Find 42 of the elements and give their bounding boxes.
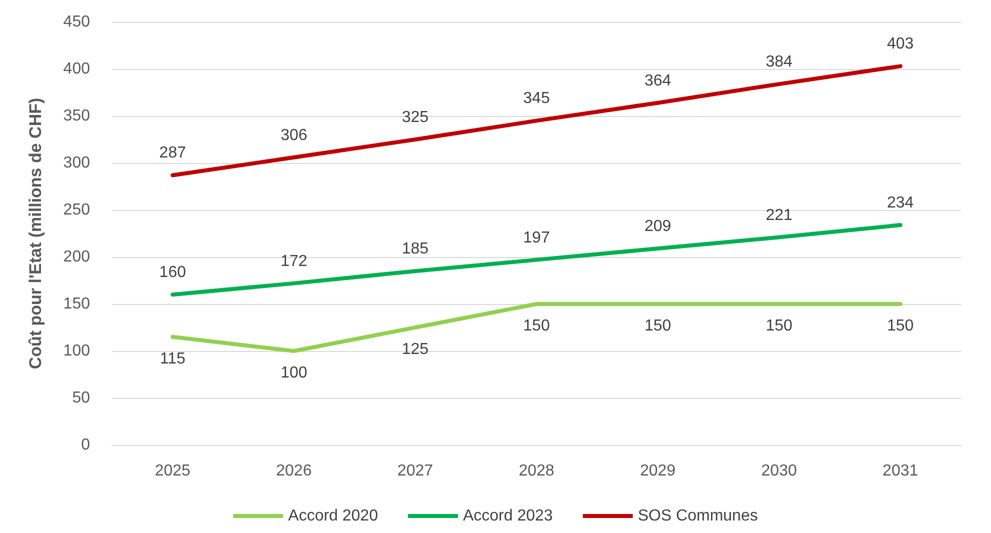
data-label: 234 bbox=[887, 194, 914, 212]
x-tick-label: 2028 bbox=[518, 462, 554, 480]
data-label: 150 bbox=[523, 318, 550, 334]
y-tick-label: 400 bbox=[63, 60, 90, 78]
data-label: 115 bbox=[160, 350, 186, 368]
y-tick-label: 50 bbox=[72, 390, 90, 406]
data-label: 221 bbox=[766, 206, 793, 224]
x-tick-label: 2030 bbox=[761, 462, 797, 480]
data-label: 287 bbox=[159, 144, 186, 162]
y-tick-label: 100 bbox=[63, 342, 90, 360]
legend-label: SOS Communes bbox=[638, 508, 758, 524]
data-label: 403 bbox=[887, 36, 914, 53]
x-tick-label: 2026 bbox=[276, 462, 312, 480]
x-tick-label: 2025 bbox=[154, 462, 191, 480]
data-label: 125 bbox=[402, 341, 429, 358]
data-label: 209 bbox=[644, 218, 672, 236]
data-label: 185 bbox=[402, 240, 429, 258]
data-label: 150 bbox=[766, 318, 793, 334]
data-label: 150 bbox=[644, 318, 672, 334]
legend-label: Accord 2020 bbox=[288, 508, 378, 524]
data-label: 150 bbox=[887, 318, 914, 334]
x-tick-label: 2029 bbox=[640, 462, 676, 480]
data-label: 384 bbox=[766, 54, 793, 71]
y-tick-label: 200 bbox=[63, 248, 90, 266]
y-tick-label: 150 bbox=[63, 296, 90, 312]
y-tick-label: 0 bbox=[81, 436, 90, 454]
x-tick-label: 2031 bbox=[882, 462, 918, 480]
data-label: 172 bbox=[280, 252, 308, 270]
y-tick-label: 350 bbox=[63, 108, 90, 124]
x-tick-label: 2027 bbox=[397, 462, 434, 480]
data-label: 306 bbox=[280, 126, 308, 144]
y-tick-label: 450 bbox=[63, 14, 90, 30]
data-label: 100 bbox=[280, 364, 308, 382]
y-axis-title: Coût pour l'Etat (millions de CHF) bbox=[26, 98, 45, 370]
data-label: 160 bbox=[159, 264, 186, 282]
data-label: 325 bbox=[402, 109, 429, 126]
data-label: 345 bbox=[523, 90, 550, 108]
data-label: 364 bbox=[644, 72, 672, 90]
data-label: 197 bbox=[523, 229, 550, 246]
y-tick-label: 250 bbox=[63, 202, 90, 218]
legend-label: Accord 2023 bbox=[462, 508, 553, 524]
y-tick-label: 300 bbox=[63, 154, 90, 172]
